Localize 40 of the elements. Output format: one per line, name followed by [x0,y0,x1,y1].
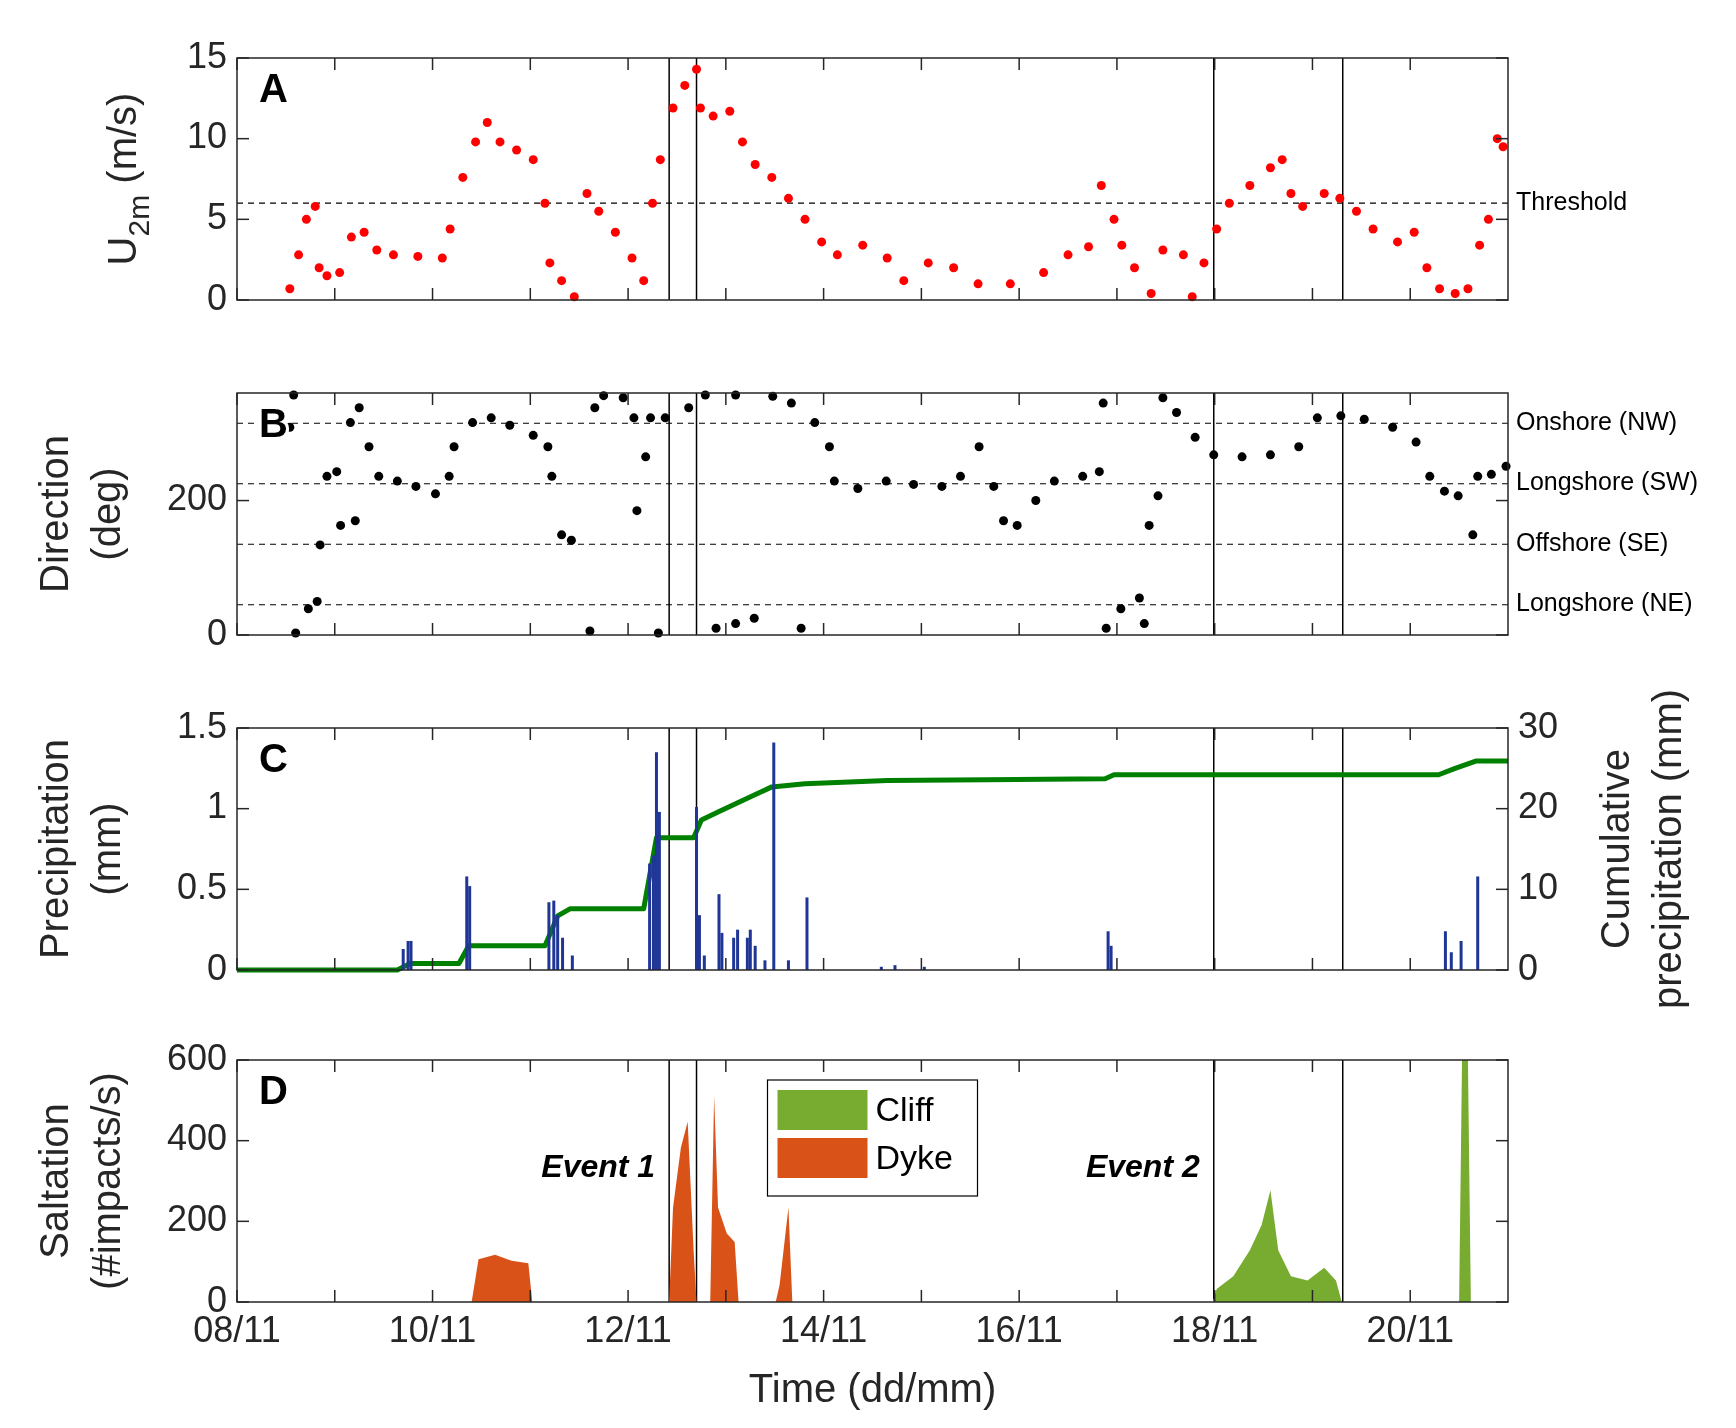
y-tick-label: 1.5 [176,704,227,746]
y2-tick-label: 0 [1518,946,1539,988]
annotation: D [259,1068,288,1112]
x-tick-label: 16/11 [975,1309,1063,1350]
legend-label: Cliff [875,1089,934,1128]
y-tick-label: 15 [186,34,227,76]
y-axis-title: Direction (deg) [31,435,128,593]
y-axis-title: Saltation (#impacts/s) [31,1072,128,1290]
x-tick-label: 12/11 [584,1309,672,1350]
ref-line-label: Longshore (NE) [1516,588,1693,617]
y-tick-label: 0 [206,611,227,653]
y-tick-label: 0 [206,276,227,318]
annotation: A [259,66,288,110]
y-tick-label: 0.5 [176,865,227,907]
y-tick-label: 200 [166,1197,227,1239]
y2-tick-label: 20 [1518,785,1559,827]
ref-line-label: Onshore (NW) [1516,406,1678,435]
y-tick-label: 10 [186,115,227,157]
y-tick-label: 5 [206,195,227,237]
y-tick-label: 0 [206,946,227,988]
y-tick-label: 600 [166,1036,227,1078]
annotation: C [259,736,288,780]
x-tick-label: 14/11 [779,1309,868,1350]
y-tick-label: 400 [166,1117,227,1159]
ref-line-label: Longshore (SW) [1516,467,1699,496]
x-tick-label: 18/11 [1170,1309,1259,1350]
x-tick-label: 10/11 [388,1309,477,1350]
legend-label: Dyke [875,1137,953,1176]
y2-tick-label: 10 [1518,865,1559,907]
y-tick-label: 200 [166,477,227,519]
y-tick-label: 1 [206,785,227,827]
annotation: Event 1 [541,1148,656,1185]
ref-line-label: Offshore (SE) [1516,527,1669,556]
y2-axis-title: Cumulative precipitation (mm) [1592,688,1689,1010]
ref-line-label: Threshold [1516,186,1628,215]
annotation: Event 2 [1085,1148,1200,1185]
x-tick-label: 20/11 [1366,1309,1454,1350]
x-axis-title: Time (dd/mm) [748,1366,997,1410]
y-axis-title: Precipitation (mm) [31,738,128,960]
y2-tick-label: 30 [1518,704,1559,746]
